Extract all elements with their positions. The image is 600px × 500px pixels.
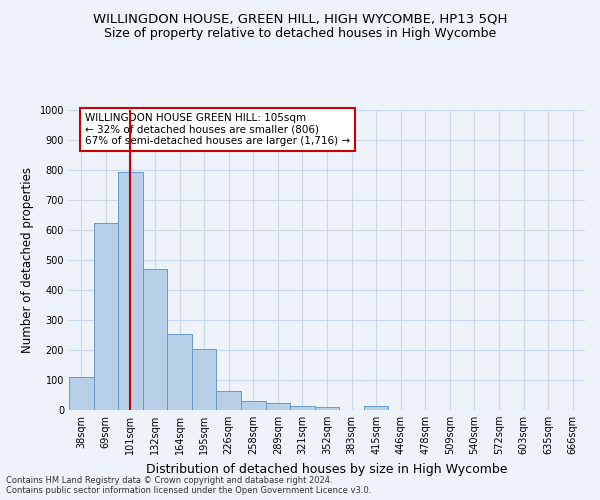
Text: Contains HM Land Registry data © Crown copyright and database right 2024.
Contai: Contains HM Land Registry data © Crown c…: [6, 476, 371, 495]
Bar: [192, 349, 217, 410]
X-axis label: Distribution of detached houses by size in High Wycombe: Distribution of detached houses by size …: [146, 462, 508, 475]
Bar: [94, 222, 118, 410]
Y-axis label: Number of detached properties: Number of detached properties: [21, 167, 34, 353]
Bar: [290, 406, 315, 410]
Text: WILLINGDON HOUSE, GREEN HILL, HIGH WYCOMBE, HP13 5QH: WILLINGDON HOUSE, GREEN HILL, HIGH WYCOM…: [93, 12, 507, 26]
Bar: [266, 404, 290, 410]
Bar: [315, 407, 339, 410]
Bar: [241, 401, 266, 410]
Bar: [118, 172, 143, 410]
Bar: [364, 406, 388, 410]
Bar: [217, 391, 241, 410]
Text: WILLINGDON HOUSE GREEN HILL: 105sqm
← 32% of detached houses are smaller (806)
6: WILLINGDON HOUSE GREEN HILL: 105sqm ← 32…: [85, 113, 350, 146]
Bar: [143, 269, 167, 410]
Text: Size of property relative to detached houses in High Wycombe: Size of property relative to detached ho…: [104, 28, 496, 40]
Bar: [167, 334, 192, 410]
Bar: [69, 377, 94, 410]
